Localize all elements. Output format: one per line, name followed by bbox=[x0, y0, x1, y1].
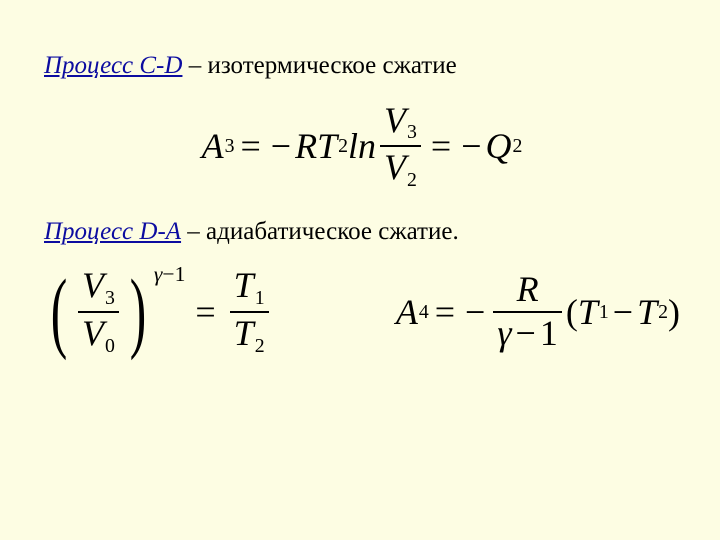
f2b-frac-den-minus: − bbox=[516, 313, 536, 353]
f2a-rparen: ) bbox=[130, 274, 146, 351]
f2a-rnum-T: T bbox=[234, 265, 254, 305]
f1-num-sub: 3 bbox=[407, 121, 417, 143]
f1-A-sub: 3 bbox=[225, 135, 235, 158]
f2b-frac-num: R bbox=[517, 269, 539, 309]
f1-neg1: − bbox=[271, 125, 291, 167]
f1-eq1: = bbox=[240, 125, 260, 167]
f2a-den-sub: 0 bbox=[105, 335, 115, 357]
formula-adiabat-ratio: ( V3 V0 ) γ−1 = T1 T2 bbox=[44, 266, 273, 357]
f2a-rden-sub: 2 bbox=[255, 335, 265, 357]
f2b-rparen: ) bbox=[668, 291, 680, 333]
process-cd-desc: – изотермическое сжатие bbox=[182, 52, 456, 79]
f2b-eq: = bbox=[435, 291, 455, 333]
f2a-exp-minus: − bbox=[162, 262, 174, 286]
f1-frac: V3 V2 bbox=[380, 101, 421, 192]
f1-Q-sub: 2 bbox=[513, 135, 523, 158]
f1-R: R bbox=[295, 125, 317, 167]
f2a-eq: = bbox=[195, 291, 215, 333]
f2b-mid-minus: − bbox=[613, 291, 633, 333]
f1-den-sub: 2 bbox=[407, 169, 417, 191]
f2a-rnum-sub: 1 bbox=[255, 287, 265, 309]
process-cd-label: Процесс C-D bbox=[44, 52, 182, 79]
f1-A: A bbox=[202, 125, 224, 167]
formula-a4: A4 = − R γ−1 ( T1 − T2 ) bbox=[396, 270, 680, 353]
f2b-T2: T bbox=[637, 291, 657, 333]
f1-Q: Q bbox=[486, 125, 512, 167]
process-da-label: Процесс D-A bbox=[44, 218, 181, 245]
f2a-frac-right: T1 T2 bbox=[230, 266, 269, 357]
f2a-den-V: V bbox=[82, 313, 104, 353]
f2a-exp-one: 1 bbox=[175, 262, 186, 286]
process-da-line: Процесс D-A – адиабатическое сжатие. bbox=[44, 216, 680, 249]
f2a-frac-left: V3 V0 bbox=[78, 266, 119, 357]
f2b-A: A bbox=[396, 291, 418, 333]
f2b-frac-den-g: γ bbox=[497, 313, 511, 353]
formula-pair: ( V3 V0 ) γ−1 = T1 T2 A4 = − R γ−1 ( T1 bbox=[44, 266, 680, 357]
process-cd-line: Процесс C-D – изотермическое сжатие bbox=[44, 50, 680, 83]
f1-ln: ln bbox=[348, 125, 376, 167]
f2b-T2-sub: 2 bbox=[658, 301, 668, 324]
f2b-T1: T bbox=[578, 291, 598, 333]
f2b-neg: − bbox=[465, 291, 485, 333]
formula-a3: A3 = − RT2ln V3 V2 = − Q2 bbox=[44, 101, 680, 192]
f2a-num-sub: 3 bbox=[105, 287, 115, 309]
f1-T-sub: 2 bbox=[338, 135, 348, 158]
f1-den-V: V bbox=[384, 147, 406, 187]
f2b-frac: R γ−1 bbox=[493, 270, 562, 353]
f2b-T1-sub: 1 bbox=[599, 301, 609, 324]
f2a-num-V: V bbox=[82, 265, 104, 305]
process-da-desc: – адиабатическое сжатие. bbox=[181, 218, 459, 245]
f2b-A-sub: 4 bbox=[419, 301, 429, 324]
f1-T: T bbox=[317, 125, 337, 167]
f1-num-V: V bbox=[384, 100, 406, 140]
f2b-frac-den-one: 1 bbox=[540, 313, 558, 353]
f1-eq2: = bbox=[431, 125, 451, 167]
f1-neg2: − bbox=[461, 125, 481, 167]
f2a-lparen: ( bbox=[51, 274, 67, 351]
f2b-lparen: ( bbox=[566, 291, 578, 333]
f2a-rden-T: T bbox=[234, 313, 254, 353]
